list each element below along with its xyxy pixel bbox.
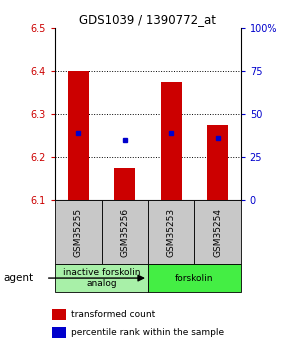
Title: GDS1039 / 1390772_at: GDS1039 / 1390772_at bbox=[79, 13, 216, 27]
Bar bbox=[52, 309, 66, 319]
Bar bbox=[68, 71, 89, 200]
Text: GSM35256: GSM35256 bbox=[120, 207, 129, 257]
Text: transformed count: transformed count bbox=[71, 310, 155, 319]
Bar bbox=[194, 200, 241, 264]
Bar bbox=[55, 264, 148, 292]
Bar bbox=[114, 168, 135, 200]
Text: GSM35254: GSM35254 bbox=[213, 207, 222, 257]
Bar bbox=[161, 81, 182, 200]
Text: forskolin: forskolin bbox=[175, 274, 213, 283]
Bar bbox=[102, 200, 148, 264]
Bar bbox=[55, 200, 102, 264]
Text: agent: agent bbox=[3, 273, 33, 283]
Bar bbox=[207, 125, 228, 200]
Text: inactive forskolin
analog: inactive forskolin analog bbox=[63, 268, 140, 288]
Bar bbox=[148, 200, 194, 264]
Bar bbox=[148, 264, 241, 292]
Text: GSM35255: GSM35255 bbox=[74, 207, 83, 257]
Bar bbox=[52, 327, 66, 338]
Text: percentile rank within the sample: percentile rank within the sample bbox=[71, 328, 224, 337]
Text: GSM35253: GSM35253 bbox=[166, 207, 176, 257]
